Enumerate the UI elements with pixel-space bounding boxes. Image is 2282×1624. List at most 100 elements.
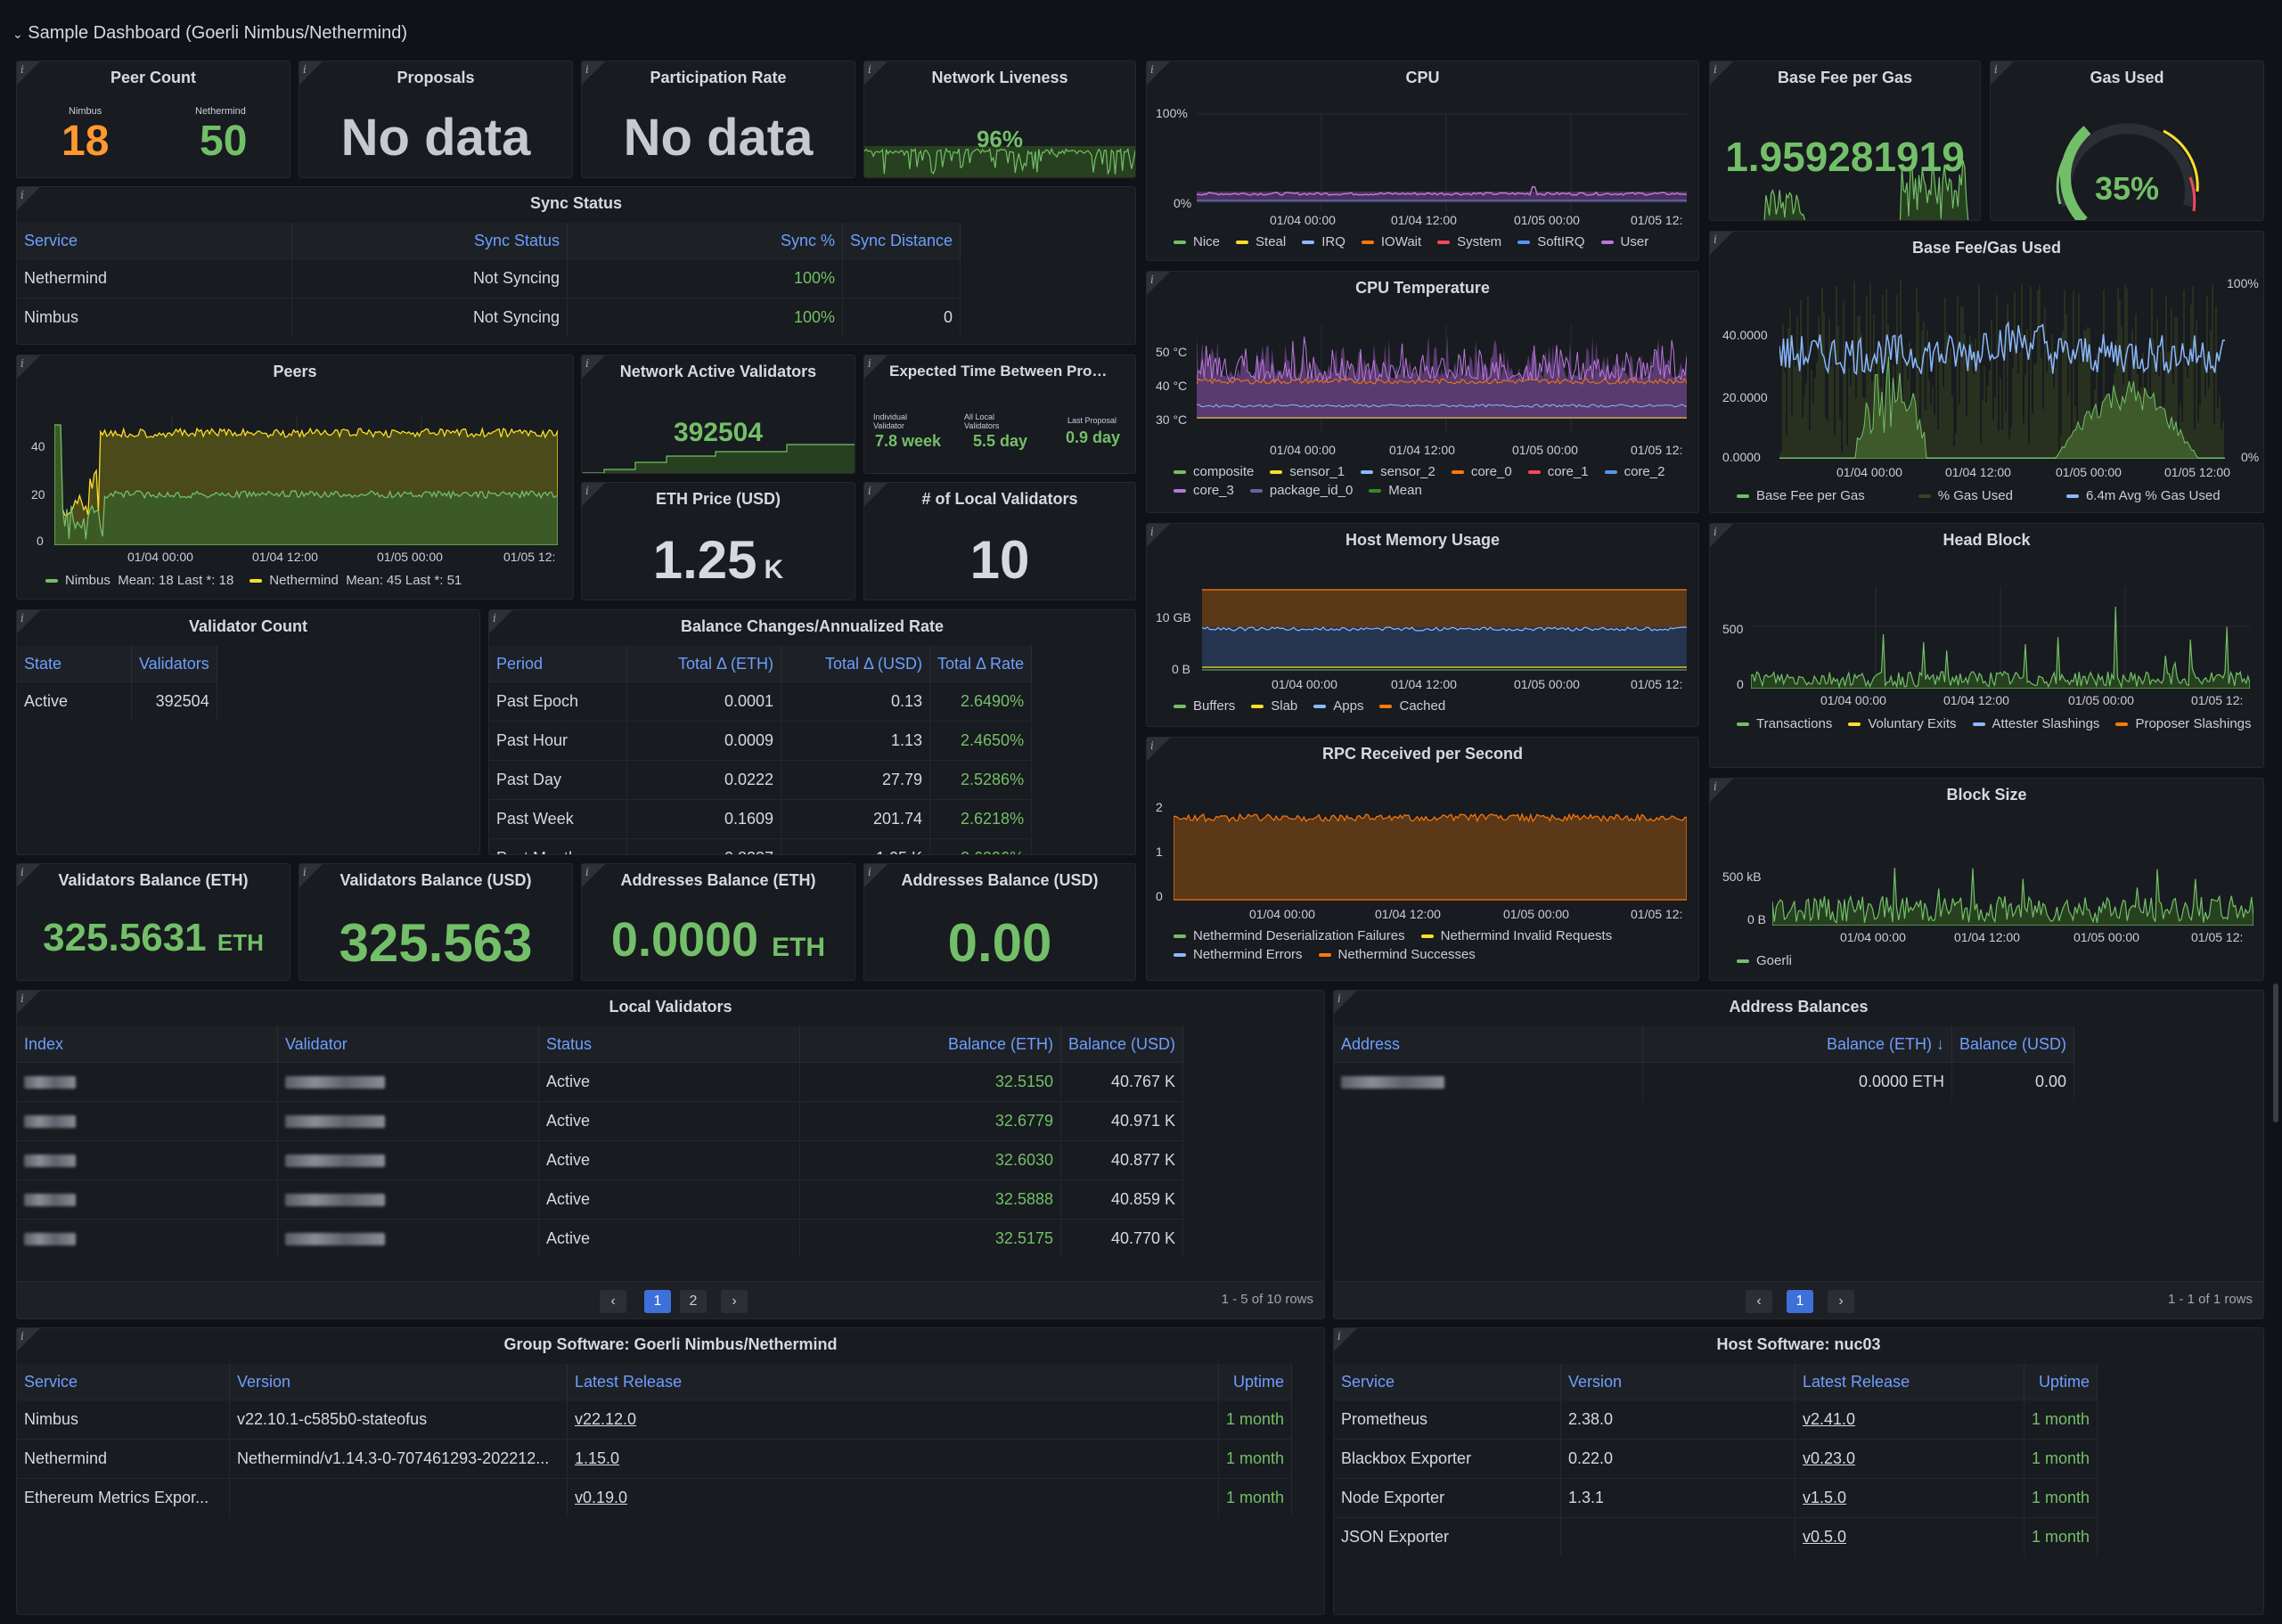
info-icon[interactable]: i bbox=[1150, 63, 1154, 76]
release-link[interactable]: v0.5.0 bbox=[1803, 1528, 1847, 1546]
info-icon[interactable]: i bbox=[303, 63, 307, 76]
info-icon[interactable]: i bbox=[1337, 1330, 1341, 1342]
column-header[interactable]: Total Δ (USD) bbox=[781, 646, 930, 682]
prev-page-button[interactable]: ‹ bbox=[1746, 1290, 1772, 1313]
legend-item[interactable]: Nethermind Invalid Requests bbox=[1420, 928, 1612, 943]
page-button[interactable]: 1 bbox=[644, 1290, 671, 1313]
legend-item[interactable]: System bbox=[1437, 234, 1501, 249]
info-icon[interactable]: i bbox=[493, 612, 496, 624]
column-header[interactable]: Service bbox=[1334, 1364, 1561, 1400]
info-icon[interactable]: i bbox=[1714, 780, 1717, 793]
legend-item[interactable]: SoftIRQ bbox=[1517, 234, 1585, 249]
column-header[interactable]: Service bbox=[17, 1364, 230, 1400]
info-icon[interactable]: i bbox=[868, 485, 871, 497]
legend-item[interactable]: Transactions bbox=[1737, 716, 1832, 731]
legend-item[interactable]: Nimbus Mean: 18 Last *: 18 bbox=[45, 573, 233, 588]
column-header[interactable]: Validators bbox=[131, 646, 217, 682]
info-icon[interactable]: i bbox=[20, 357, 24, 370]
legend-item[interactable]: IOWait bbox=[1361, 234, 1421, 249]
column-header[interactable]: Version bbox=[1560, 1364, 1795, 1400]
legend-item[interactable]: Buffers bbox=[1174, 698, 1235, 714]
legend-item[interactable]: User bbox=[1600, 234, 1648, 249]
info-icon[interactable]: i bbox=[1150, 739, 1154, 752]
info-icon[interactable]: i bbox=[1714, 526, 1717, 538]
legend-item[interactable]: Attester Slashings bbox=[1972, 716, 2099, 731]
next-page-button[interactable]: › bbox=[1828, 1290, 1854, 1313]
column-header[interactable]: Validator bbox=[277, 1026, 539, 1063]
legend-item[interactable]: Voluntary Exits bbox=[1848, 716, 1957, 731]
column-header[interactable]: Balance (USD) bbox=[1060, 1026, 1184, 1063]
release-link[interactable]: v1.5.0 bbox=[1803, 1489, 1847, 1506]
legend-item[interactable]: IRQ bbox=[1302, 234, 1345, 249]
info-icon[interactable]: i bbox=[20, 1330, 24, 1342]
legend-item[interactable]: Cached bbox=[1379, 698, 1445, 714]
column-header[interactable]: Uptime bbox=[2024, 1364, 2098, 1400]
column-header[interactable]: Balance (ETH) bbox=[799, 1026, 1061, 1063]
info-icon[interactable]: i bbox=[1150, 526, 1154, 538]
column-header[interactable]: Version bbox=[229, 1364, 568, 1400]
prev-page-button[interactable]: ‹ bbox=[600, 1290, 626, 1313]
legend-item[interactable]: Base Fee per Gas bbox=[1737, 488, 1865, 503]
release-link[interactable]: 1.15.0 bbox=[575, 1449, 620, 1467]
column-header[interactable]: Sync Status bbox=[291, 223, 568, 259]
legend-item[interactable]: sensor_2 bbox=[1361, 464, 1435, 479]
legend-item[interactable]: core_0 bbox=[1451, 464, 1512, 479]
chevron-down-icon[interactable]: ⌄ bbox=[12, 27, 23, 41]
info-icon[interactable]: i bbox=[585, 866, 589, 878]
column-header[interactable]: Balance (ETH) ↓ bbox=[1642, 1026, 1952, 1063]
info-icon[interactable]: i bbox=[20, 866, 24, 878]
column-header[interactable]: Total Δ (ETH) bbox=[626, 646, 781, 682]
column-header[interactable]: Latest Release bbox=[567, 1364, 1219, 1400]
column-header[interactable]: Balance (USD) bbox=[1951, 1026, 2075, 1063]
legend-item[interactable]: core_2 bbox=[1604, 464, 1664, 479]
info-icon[interactable]: i bbox=[585, 485, 589, 497]
page-button[interactable]: 2 bbox=[680, 1290, 707, 1313]
legend-item[interactable]: Proposer Slashings bbox=[2115, 716, 2252, 731]
legend-item[interactable]: Nice bbox=[1174, 234, 1220, 249]
info-icon[interactable]: i bbox=[20, 612, 24, 624]
column-header[interactable]: Status bbox=[538, 1026, 800, 1063]
legend-item[interactable]: composite bbox=[1174, 464, 1254, 479]
info-icon[interactable]: i bbox=[1714, 233, 1717, 246]
legend-item[interactable]: sensor_1 bbox=[1270, 464, 1345, 479]
release-link[interactable]: v22.12.0 bbox=[575, 1410, 637, 1428]
column-header[interactable]: Address bbox=[1334, 1026, 1643, 1063]
info-icon[interactable]: i bbox=[1337, 992, 1341, 1005]
legend-item[interactable]: Apps bbox=[1313, 698, 1363, 714]
column-header[interactable]: Period bbox=[489, 646, 627, 682]
info-icon[interactable]: i bbox=[1994, 63, 1998, 76]
legend-item[interactable]: Nethermind Mean: 45 Last *: 51 bbox=[249, 573, 462, 588]
column-header[interactable]: Sync % bbox=[567, 223, 843, 259]
info-icon[interactable]: i bbox=[868, 63, 871, 76]
info-icon[interactable]: i bbox=[303, 866, 307, 878]
info-icon[interactable]: i bbox=[1714, 63, 1717, 76]
legend-item[interactable]: Slab bbox=[1251, 698, 1297, 714]
release-link[interactable]: v0.23.0 bbox=[1803, 1449, 1856, 1467]
info-icon[interactable]: i bbox=[20, 63, 24, 76]
column-header[interactable]: Index bbox=[17, 1026, 278, 1063]
info-icon[interactable]: i bbox=[868, 357, 871, 370]
legend-item[interactable]: package_id_0 bbox=[1249, 483, 1353, 498]
column-header[interactable]: State bbox=[17, 646, 132, 682]
release-link[interactable]: v2.41.0 bbox=[1803, 1410, 1856, 1428]
page-button[interactable]: 1 bbox=[1787, 1290, 1813, 1313]
legend-item[interactable]: 6.4m Avg % Gas Used bbox=[2065, 488, 2221, 503]
legend-item[interactable]: Nethermind Errors bbox=[1174, 947, 1303, 962]
info-icon[interactable]: i bbox=[1150, 273, 1154, 286]
legend-item[interactable]: Nethermind Successes bbox=[1318, 947, 1476, 962]
info-icon[interactable]: i bbox=[20, 992, 24, 1005]
column-header[interactable]: Total Δ Rate bbox=[929, 646, 1033, 682]
legend-item[interactable]: core_3 bbox=[1174, 483, 1234, 498]
legend-item[interactable]: Mean bbox=[1369, 483, 1422, 498]
info-icon[interactable]: i bbox=[585, 63, 589, 76]
column-header[interactable]: Sync Distance bbox=[842, 223, 961, 259]
scrollbar[interactable] bbox=[2273, 983, 2278, 1122]
legend-item[interactable]: Nethermind Deserialization Failures bbox=[1174, 928, 1405, 943]
legend-item[interactable]: core_1 bbox=[1527, 464, 1589, 479]
column-header[interactable]: Latest Release bbox=[1795, 1364, 2024, 1400]
dashboard-header[interactable]: ⌄ Sample Dashboard (Goerli Nimbus/Nether… bbox=[12, 23, 407, 44]
legend-item[interactable]: Goerli bbox=[1737, 953, 1792, 968]
next-page-button[interactable]: › bbox=[721, 1290, 748, 1313]
legend-item[interactable]: % Gas Used bbox=[1918, 488, 2013, 503]
info-icon[interactable]: i bbox=[868, 866, 871, 878]
